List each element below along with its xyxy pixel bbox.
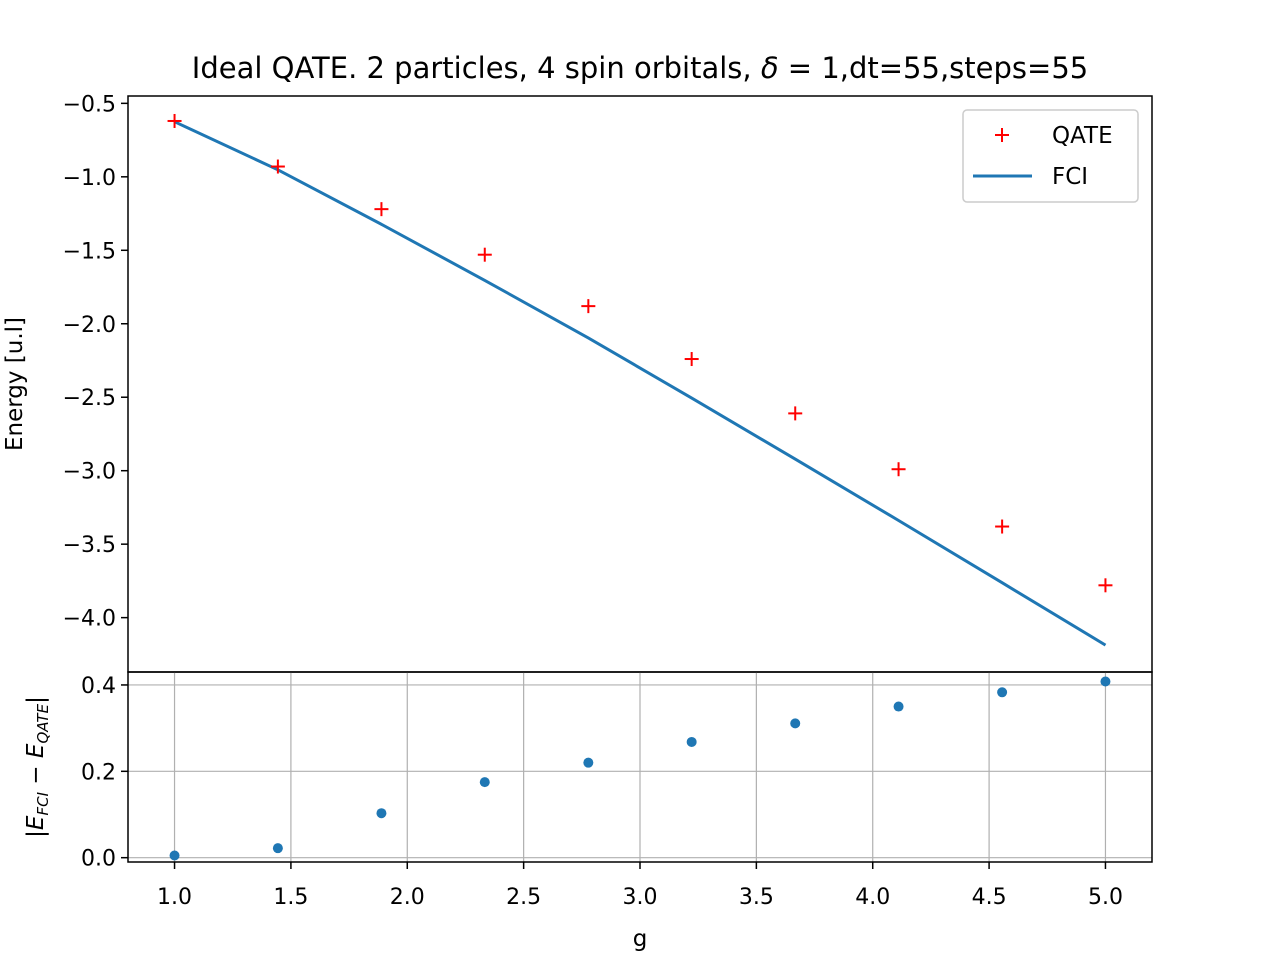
x-tick-label: 2.0	[390, 885, 425, 910]
qate-point	[788, 406, 803, 421]
main-y-tick-label: −2.5	[63, 386, 116, 411]
legend-qate-label: QATE	[1052, 123, 1113, 149]
legend-frame	[962, 109, 1139, 203]
difference-y-tick-label: 0.0	[81, 847, 116, 872]
difference-series-layer	[169, 676, 1111, 861]
main-y-tick-label: −1.5	[63, 239, 116, 264]
qate-point	[1098, 578, 1113, 593]
difference-point	[376, 808, 387, 819]
main-y-tick-label: −2.0	[63, 313, 116, 338]
x-tick-label: 4.5	[972, 885, 1007, 910]
legend-fci-label: FCI	[1052, 164, 1088, 190]
main-y-tick-label: −4.0	[63, 607, 116, 632]
difference-point	[1100, 676, 1111, 687]
fci-line	[173, 120, 1107, 647]
qate-point	[477, 247, 492, 262]
difference-y-tick-label: 0.4	[81, 674, 116, 699]
chart-title: Ideal QATE. 2 particles, 4 spin orbitals…	[192, 51, 1088, 85]
difference-point	[997, 687, 1008, 698]
qate-point	[891, 462, 906, 477]
difference-y-tick-label: 0.2	[81, 760, 116, 785]
x-tick-label: 4.0	[855, 885, 890, 910]
difference-point	[169, 850, 180, 861]
qate-point	[581, 299, 596, 314]
qate-point	[374, 202, 389, 217]
main-panel: −0.5 −1.0 −1.5 −2.0 −2.5 −3.0 −3.5 −4.0 Energy …	[2, 92, 1153, 673]
qate-point	[684, 352, 699, 367]
qate-point	[995, 519, 1010, 534]
difference-grid	[128, 672, 1152, 862]
x-tick-label: 1.5	[273, 885, 308, 910]
x-tick-label: 3.5	[739, 885, 774, 910]
x-axis: 1.0 1.5 2.0 2.5 3.0 3.5 4.0 4.5 5.0	[157, 862, 1123, 910]
x-axis-label: g	[633, 926, 648, 952]
difference-point	[686, 736, 697, 747]
main-y-axis-label: Energy [u.l]	[2, 317, 28, 451]
difference-point	[272, 843, 283, 854]
x-tick-label: 1.0	[157, 885, 192, 910]
difference-y-axis-label: |EFCI − EQATE|	[23, 696, 52, 838]
difference-point	[479, 777, 490, 788]
main-series-layer	[167, 113, 1113, 647]
qate-point	[167, 113, 182, 128]
main-y-tick-label: −1.0	[63, 166, 116, 191]
x-tick-label: 5.0	[1088, 885, 1123, 910]
main-y-tick-label: −3.5	[63, 533, 116, 558]
difference-point	[790, 718, 801, 729]
difference-panel: 0.0 0.2 0.4 1.0 1.5 2.0 2.5 3.0 3.5 4.0 4.5 5.0 |E…	[23, 671, 1153, 952]
difference-y-axis: 0.0 0.2 0.4	[81, 674, 128, 872]
difference-point	[893, 701, 904, 712]
main-y-axis: −0.5 −1.0 −1.5 −2.0 −2.5 −3.0 −3.5 −4.0	[63, 92, 128, 632]
main-y-tick-label: −3.0	[63, 460, 116, 485]
legend-qate-marker	[995, 128, 1009, 142]
main-y-tick-label: −0.5	[63, 92, 116, 117]
x-tick-label: 3.0	[623, 885, 658, 910]
legend: QATE FCI	[962, 109, 1139, 203]
difference-point	[583, 757, 594, 768]
x-tick-label: 2.5	[506, 885, 541, 910]
qate-point	[270, 159, 285, 174]
